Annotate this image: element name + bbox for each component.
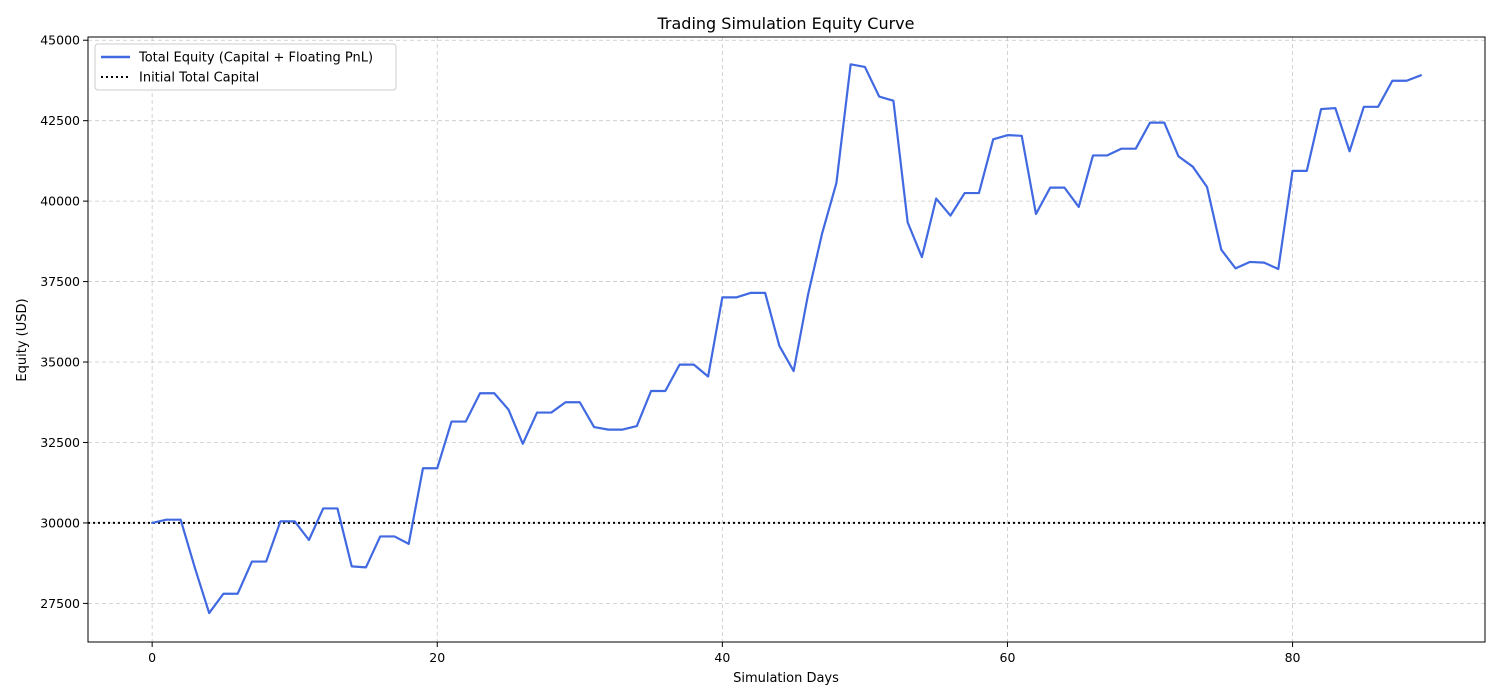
plot-frame	[87, 36, 1486, 643]
x-tick-label: 40	[714, 650, 730, 665]
y-tick-label: 45000	[40, 33, 80, 48]
legend-box	[94, 43, 397, 91]
x-tick-label: 20	[429, 650, 445, 665]
y-tick-label: 35000	[40, 355, 80, 370]
ticks-layer: 0 20 40 60 80 27500 30000 32500 35000 37500 40000 4…	[40, 33, 1300, 665]
y-tick-label: 40000	[40, 194, 80, 209]
equity-series-line	[151, 63, 1422, 615]
x-tick-label: 60	[1000, 650, 1016, 665]
y-axis-title: Equity (USD)	[15, 298, 30, 381]
legend: Total Equity (Capital + Floating PnL) In…	[94, 43, 397, 91]
x-axis-title: Simulation Days	[733, 671, 839, 686]
legend-label-initial-capital: Initial Total Capital	[139, 71, 259, 86]
y-tick-label: 30000	[40, 515, 80, 530]
grid-layer	[88, 37, 1485, 642]
legend-label-equity: Total Equity (Capital + Floating PnL)	[138, 51, 373, 66]
x-tick-label: 80	[1285, 650, 1301, 665]
series-layer	[88, 63, 1485, 615]
y-tick-label: 32500	[40, 435, 80, 450]
chart-title: Trading Simulation Equity Curve	[657, 14, 915, 33]
y-tick-label: 37500	[40, 274, 80, 289]
x-tick-label: 0	[148, 650, 156, 665]
y-tick-label: 27500	[40, 596, 80, 611]
y-tick-label: 42500	[40, 113, 80, 128]
